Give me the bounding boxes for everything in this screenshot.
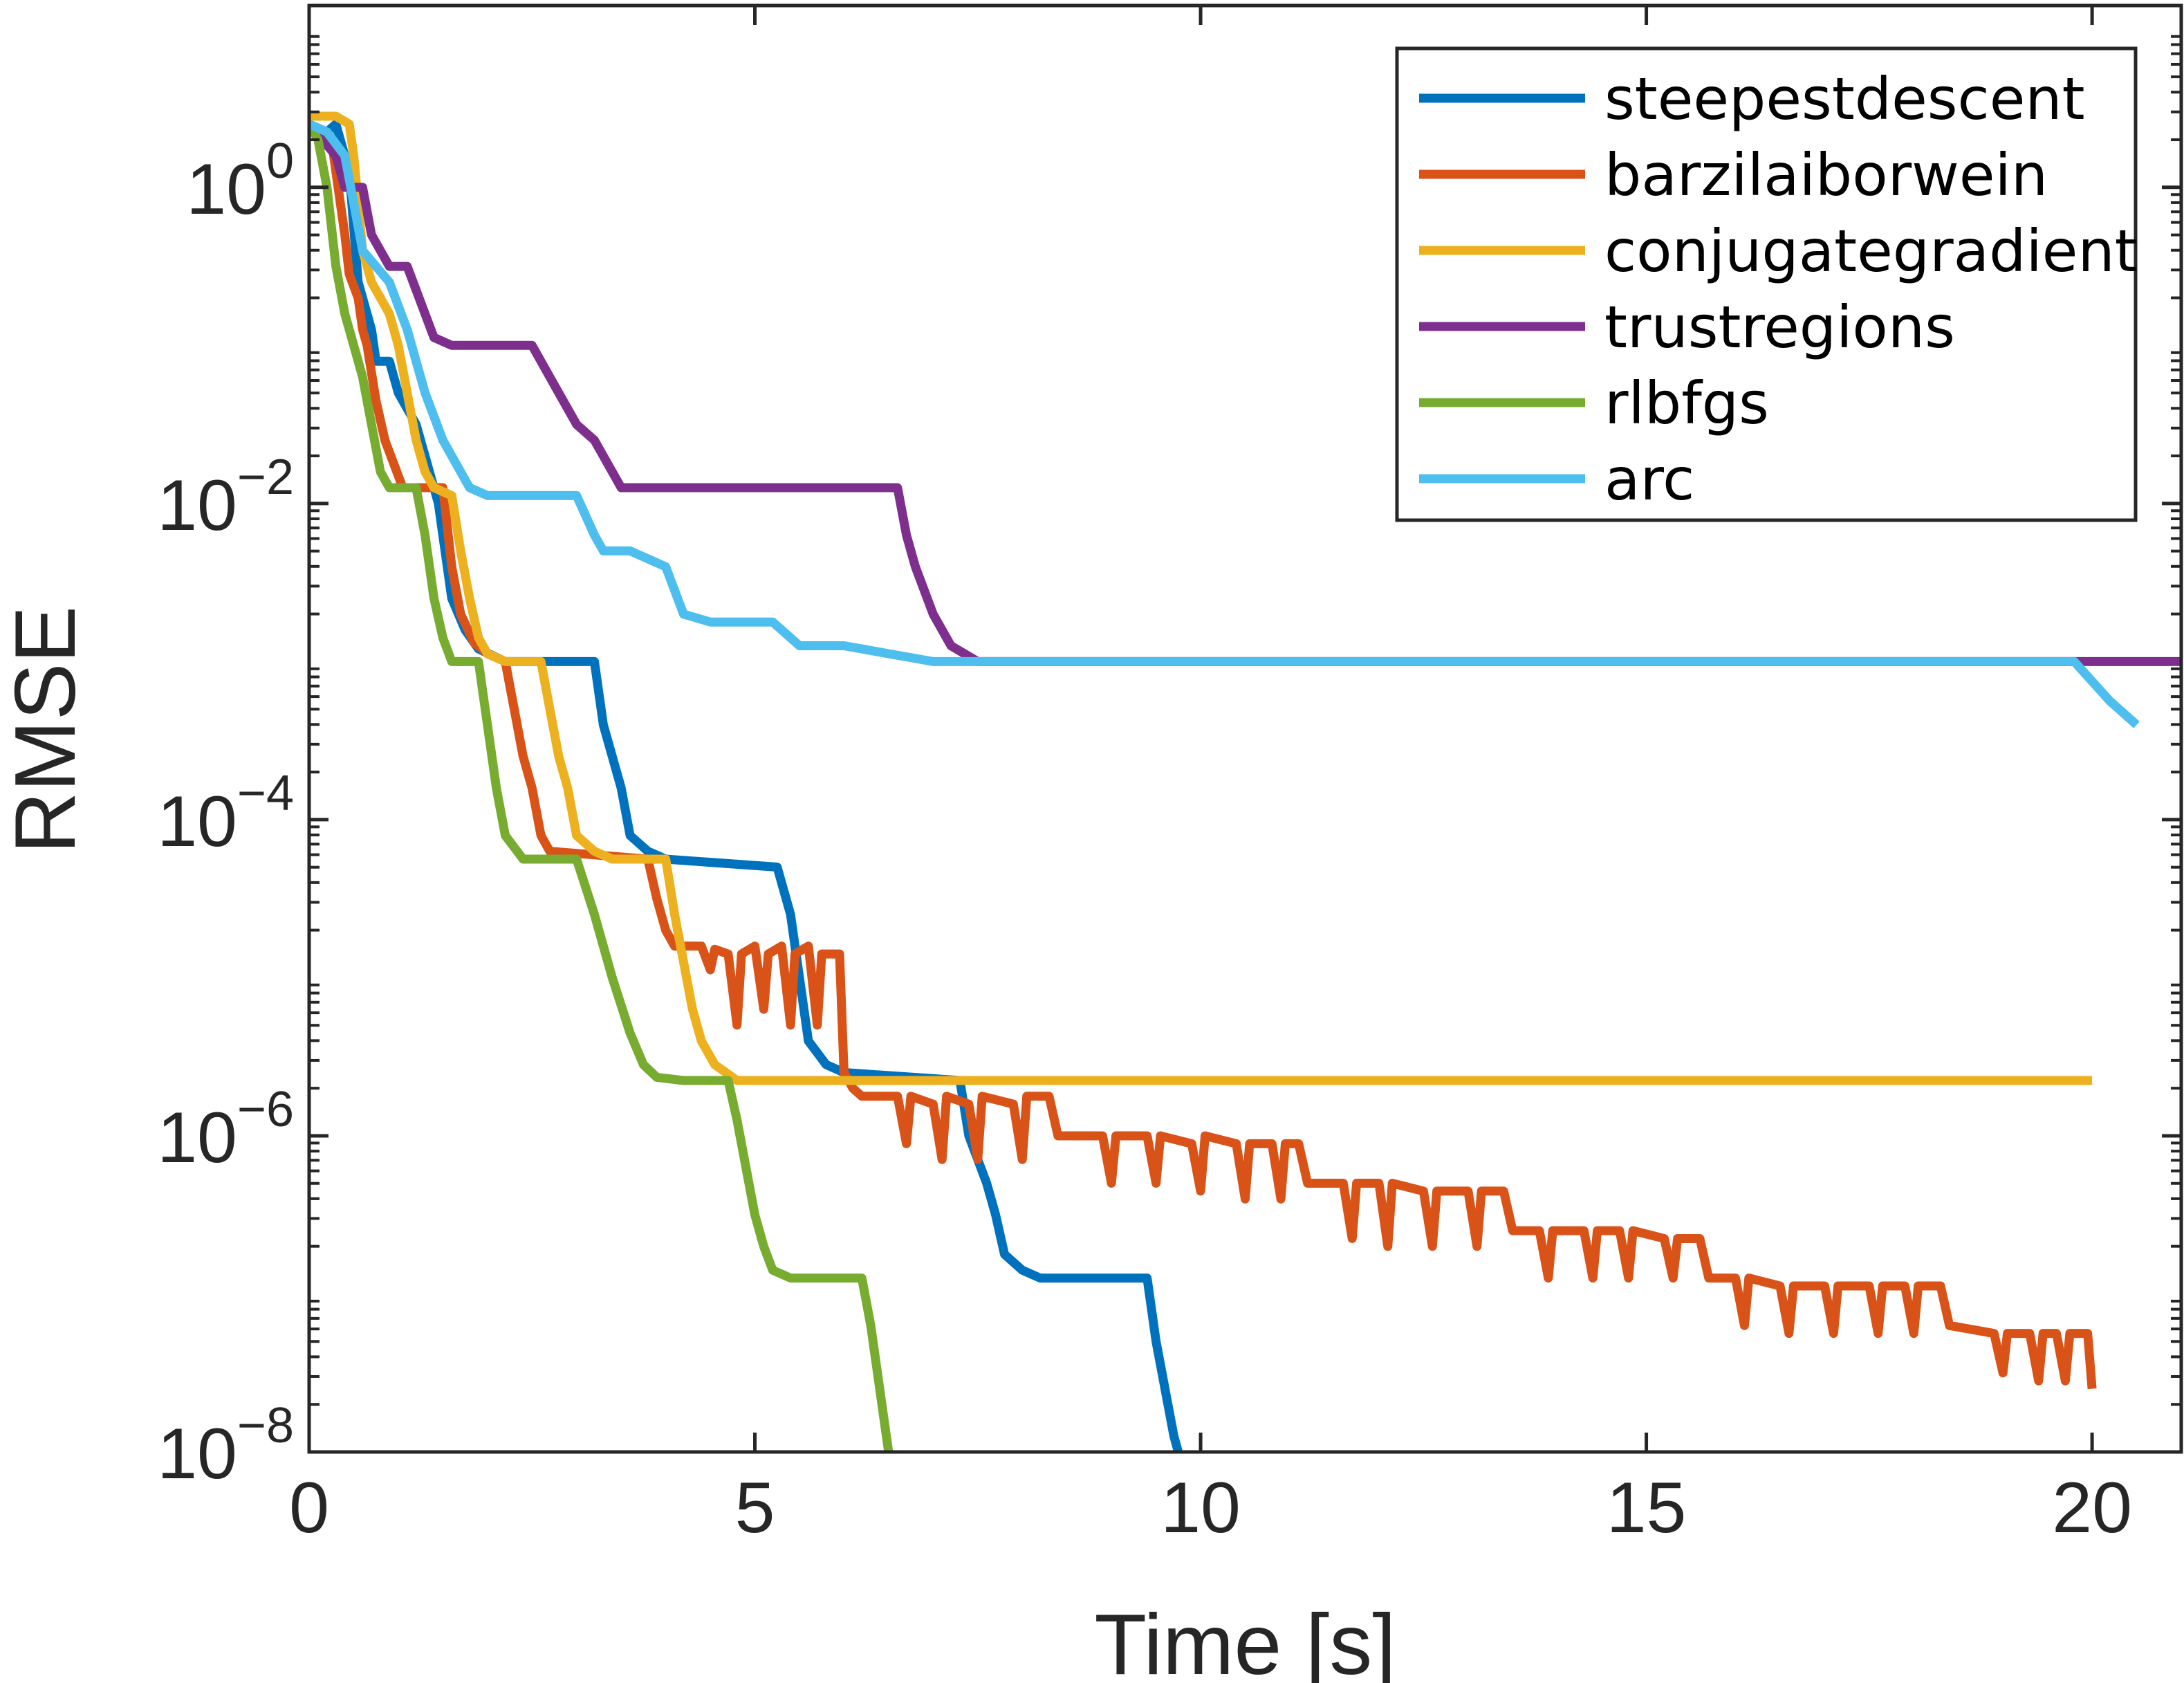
ticks-layer: 0 5 10 15 20 100 10−2 10−4 10−6 10−8 [157,6,2181,1548]
y-tick-label: 10−2 [157,450,294,546]
plot-box [307,3,2183,1454]
series-layer [309,111,2181,1452]
series-line-arc [309,120,2140,728]
y-tick-label: 100 [186,134,294,230]
y-tick-label: 10−8 [157,1398,294,1494]
axes-layer [307,3,2183,1454]
legend: steepestdescent barzilaiborwein conjugateg… [1395,46,2138,522]
series-line-trustregions [309,121,2181,666]
x-tick-label: 5 [735,1468,775,1548]
series-line-barzilaiborwein [309,120,2097,1390]
legend-label-barzilaiborwein: barzilaiborwein [1604,141,2048,209]
x-tick-label: 0 [289,1468,329,1548]
series-line-rlbfgs [309,122,894,1452]
y-tick-label: 10−6 [157,1082,294,1178]
x-tick-label: 10 [1160,1468,1241,1548]
legend-label-arc: arc [1604,445,1694,513]
legend-label-steepestdescent: steepestdescent [1604,65,2085,133]
y-axis-title: RMSE [0,606,93,854]
series-line-conjugategradient [309,111,2093,1085]
series-line-steepestdescent [309,119,1183,1452]
legend-label-rlbfgs: rlbfgs [1604,369,1769,437]
y-tick-label: 10−4 [157,766,294,862]
x-axis-title: Time [s] [1094,1597,1396,1683]
x-tick-label: 20 [2052,1468,2132,1548]
legend-label-trustregions: trustregions [1604,293,1955,361]
legend-box [1395,46,2138,522]
x-tick-label: 15 [1607,1468,1687,1548]
legend-label-conjugategradient: conjugategradient [1604,217,2138,285]
